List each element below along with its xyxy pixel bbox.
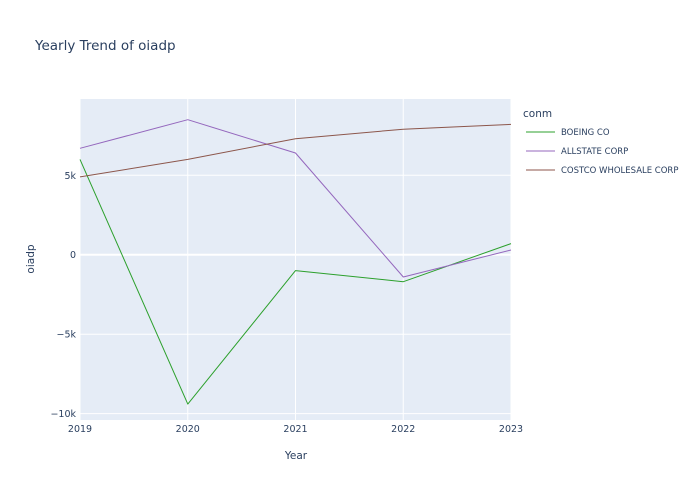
series-line-costco-wholesale-corp[interactable] (79, 123, 512, 178)
x-tick-label: 2019 (68, 424, 92, 435)
legend[interactable]: conm BOEING CO ALLSTATE CORP COSTCO WHOLES… (523, 108, 678, 176)
x-axis-ticks: 2019 2020 2021 2022 2023 (68, 424, 523, 435)
x-tick-label: 2022 (391, 424, 415, 435)
legend-label: ALLSTATE CORP (561, 147, 628, 157)
x-tick-label: 2020 (176, 424, 200, 435)
legend-label: BOEING CO (561, 128, 610, 138)
x-tick-label: 2021 (283, 424, 307, 435)
chart-title: Yearly Trend of oiadp (34, 38, 176, 54)
y-axis-ticks: 5k 0 −5k −10k (50, 171, 76, 420)
legend-label: COSTCO WHOLESALE CORP (561, 166, 678, 176)
y-tick-label: 5k (64, 171, 76, 182)
y-tick-label: 0 (70, 250, 76, 261)
legend-item[interactable]: BOEING CO (526, 128, 610, 138)
legend-title: conm (523, 108, 552, 120)
x-tick-label: 2023 (499, 424, 523, 435)
series-lines (79, 119, 512, 405)
x-axis-title: Year (284, 450, 308, 462)
y-axis-title: oiadp (25, 244, 37, 273)
y-tick-label: −10k (50, 409, 76, 420)
legend-item[interactable]: COSTCO WHOLESALE CORP (526, 166, 678, 176)
legend-item[interactable]: ALLSTATE CORP (526, 147, 628, 157)
series-line-boeing-co[interactable] (79, 159, 512, 405)
y-tick-label: −5k (56, 330, 76, 341)
series-line-allstate-corp[interactable] (79, 119, 512, 278)
